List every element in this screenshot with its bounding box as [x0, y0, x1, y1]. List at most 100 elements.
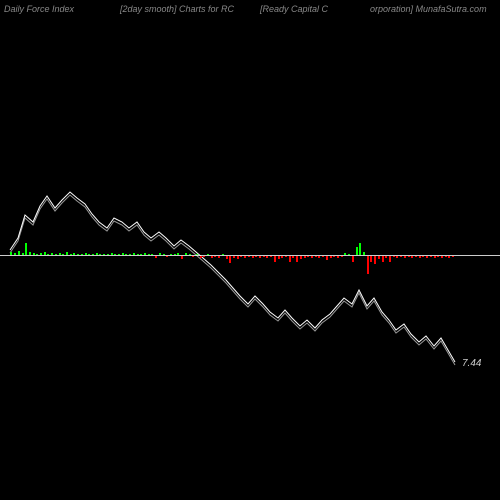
force-bar — [378, 256, 380, 259]
force-bar — [22, 253, 24, 255]
force-bar — [296, 256, 298, 262]
force-bar — [129, 254, 131, 255]
force-bar — [107, 254, 109, 255]
force-bar — [148, 254, 150, 255]
force-bar — [99, 254, 101, 255]
force-bar — [307, 256, 309, 257]
force-bar — [125, 254, 127, 255]
force-bar — [233, 256, 235, 258]
force-bar — [44, 252, 46, 255]
force-bar — [73, 253, 75, 255]
force-bar — [252, 256, 254, 258]
force-bar — [33, 253, 35, 255]
force-bar — [18, 251, 20, 255]
chart-container: Daily Force Index [2day smooth] Charts f… — [0, 0, 500, 500]
force-bar — [62, 254, 64, 255]
force-bar — [47, 254, 49, 255]
force-bar — [441, 256, 443, 258]
force-bar — [281, 256, 283, 258]
force-bar — [59, 253, 61, 255]
force-bar — [315, 256, 317, 257]
force-bar — [81, 254, 83, 255]
force-bar — [367, 256, 369, 274]
force-bar — [278, 256, 280, 259]
force-bar — [385, 256, 387, 258]
force-bar — [196, 254, 198, 255]
force-bar — [77, 254, 79, 255]
force-bar — [159, 253, 161, 255]
force-bar — [174, 254, 176, 255]
force-bar — [192, 256, 194, 257]
force-bar — [322, 256, 324, 257]
force-bar — [255, 256, 257, 257]
force-bar — [430, 256, 432, 257]
force-bar — [311, 256, 313, 258]
force-bar — [103, 254, 105, 255]
force-bar — [389, 256, 391, 262]
force-bar — [237, 256, 239, 259]
force-bar — [333, 256, 335, 257]
force-bar — [259, 256, 261, 258]
force-bar — [404, 256, 406, 258]
force-bar — [426, 256, 428, 258]
force-bar — [55, 254, 57, 255]
force-bar — [36, 254, 38, 255]
force-bar — [248, 256, 250, 257]
force-bar — [274, 256, 276, 262]
force-bar — [415, 256, 417, 257]
force-bar — [448, 256, 450, 258]
force-bar — [437, 256, 439, 257]
force-bar — [452, 256, 454, 257]
force-bar — [185, 253, 187, 255]
force-bar — [10, 252, 12, 255]
force-bar — [140, 254, 142, 255]
force-bar — [396, 256, 398, 258]
force-bar — [218, 256, 220, 258]
force-bar — [222, 254, 224, 255]
force-bar — [292, 256, 294, 258]
force-bar — [85, 253, 87, 255]
force-bar — [151, 254, 153, 255]
force-bar — [181, 256, 183, 259]
force-bar — [344, 253, 346, 255]
force-bar — [393, 256, 395, 257]
force-bar — [422, 256, 424, 257]
force-bar — [111, 253, 113, 255]
force-bar — [66, 252, 68, 255]
force-bar — [96, 253, 98, 255]
force-bar — [137, 254, 139, 255]
force-bar — [226, 256, 228, 259]
force-bar — [155, 256, 157, 258]
current-price-label: 7.44 — [462, 358, 481, 369]
force-bar — [200, 256, 202, 258]
force-bar — [263, 256, 265, 257]
force-bar — [170, 254, 172, 255]
force-bar — [88, 254, 90, 255]
force-bar — [337, 256, 339, 258]
force-bar — [118, 254, 120, 255]
force-bar — [40, 253, 42, 255]
force-bar — [356, 247, 358, 255]
force-bar — [363, 252, 365, 255]
price-chart-svg — [0, 0, 500, 500]
force-bar — [29, 252, 31, 255]
force-bar — [400, 256, 402, 257]
force-bar — [285, 256, 287, 257]
force-bar — [419, 256, 421, 258]
force-bar — [203, 256, 205, 257]
force-bar — [14, 253, 16, 255]
price-line-shadow — [10, 195, 455, 365]
force-bar — [374, 256, 376, 264]
force-bar — [266, 256, 268, 258]
force-bar — [352, 256, 354, 262]
force-bar — [270, 256, 272, 257]
force-bar — [330, 256, 332, 258]
force-bar — [207, 254, 209, 255]
force-bar — [370, 256, 372, 262]
price-line-path — [10, 192, 455, 362]
force-bar — [382, 256, 384, 262]
force-bar — [51, 253, 53, 255]
force-bar — [445, 256, 447, 257]
force-bar — [289, 256, 291, 262]
force-bar — [326, 256, 328, 260]
